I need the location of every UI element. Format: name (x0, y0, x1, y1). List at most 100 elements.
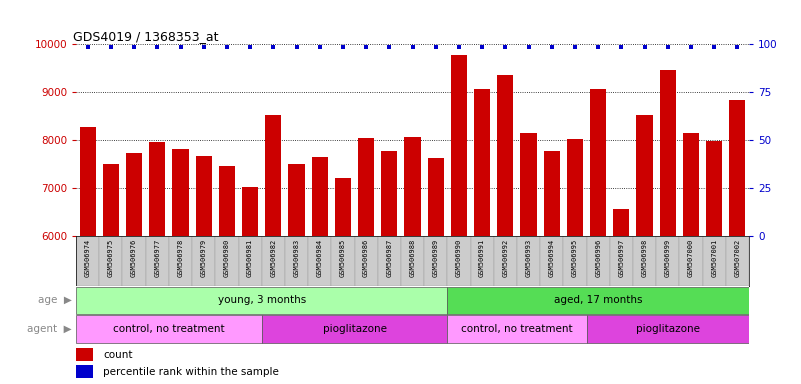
Text: GSM506991: GSM506991 (479, 239, 485, 277)
FancyBboxPatch shape (76, 286, 447, 314)
Bar (567, 139, 583, 384)
Text: control, no treatment: control, no treatment (461, 324, 573, 334)
Text: pioglitazone: pioglitazone (323, 324, 387, 334)
FancyBboxPatch shape (493, 236, 517, 286)
Point (499, 44, 512, 50)
FancyBboxPatch shape (262, 316, 447, 343)
Text: GSM506974: GSM506974 (85, 239, 91, 277)
Text: GSM507000: GSM507000 (688, 239, 694, 277)
Text: age  ▶: age ▶ (38, 295, 72, 306)
Bar (659, 70, 676, 384)
Text: GSM506978: GSM506978 (178, 239, 183, 277)
Text: GSM506984: GSM506984 (316, 239, 323, 277)
FancyBboxPatch shape (470, 236, 493, 286)
Point (127, 44, 140, 50)
FancyBboxPatch shape (239, 236, 262, 286)
FancyBboxPatch shape (447, 316, 586, 343)
Text: count: count (103, 349, 132, 359)
Point (81, 44, 94, 50)
FancyBboxPatch shape (563, 236, 586, 286)
Text: GSM506982: GSM506982 (270, 239, 276, 277)
Point (708, 44, 721, 50)
Text: pioglitazone: pioglitazone (636, 324, 700, 334)
Bar (219, 166, 235, 384)
Text: GSM506992: GSM506992 (502, 239, 509, 277)
Text: control, no treatment: control, no treatment (113, 324, 225, 334)
Point (453, 44, 465, 50)
Bar (76, 348, 93, 361)
Point (151, 44, 163, 50)
Point (406, 44, 419, 50)
Bar (265, 115, 281, 384)
Bar (590, 89, 606, 384)
FancyBboxPatch shape (215, 236, 239, 286)
FancyBboxPatch shape (76, 316, 262, 343)
Text: GSM506997: GSM506997 (618, 239, 624, 277)
FancyBboxPatch shape (355, 236, 378, 286)
Bar (706, 141, 723, 384)
FancyBboxPatch shape (726, 236, 749, 286)
Text: GSM506987: GSM506987 (386, 239, 392, 277)
Bar (172, 149, 188, 384)
FancyBboxPatch shape (285, 236, 308, 286)
FancyBboxPatch shape (517, 236, 540, 286)
Bar (637, 115, 653, 384)
Text: percentile rank within the sample: percentile rank within the sample (103, 367, 279, 377)
Point (545, 44, 558, 50)
Bar (312, 157, 328, 384)
Text: GSM506999: GSM506999 (665, 239, 670, 277)
FancyBboxPatch shape (586, 236, 610, 286)
FancyBboxPatch shape (169, 236, 192, 286)
Point (313, 44, 326, 50)
FancyBboxPatch shape (586, 316, 749, 343)
FancyBboxPatch shape (447, 286, 749, 314)
FancyBboxPatch shape (447, 236, 470, 286)
Text: GSM506981: GSM506981 (247, 239, 253, 277)
Bar (358, 138, 374, 384)
Bar (405, 137, 421, 384)
Bar (335, 178, 351, 384)
FancyBboxPatch shape (146, 236, 169, 286)
Bar (451, 55, 467, 384)
Point (174, 44, 187, 50)
FancyBboxPatch shape (99, 236, 123, 286)
Point (476, 44, 489, 50)
Text: GDS4019 / 1368353_at: GDS4019 / 1368353_at (73, 30, 218, 43)
Text: GSM506993: GSM506993 (525, 239, 532, 277)
Bar (521, 133, 537, 384)
Point (197, 44, 210, 50)
Text: GSM506975: GSM506975 (108, 239, 114, 277)
Text: GSM506994: GSM506994 (549, 239, 555, 277)
FancyBboxPatch shape (679, 236, 702, 286)
Bar (428, 158, 444, 384)
Bar (614, 209, 630, 384)
Point (662, 44, 674, 50)
Point (244, 44, 256, 50)
Bar (544, 151, 560, 384)
Point (592, 44, 605, 50)
Text: GSM506990: GSM506990 (456, 239, 462, 277)
Bar (474, 89, 490, 384)
Bar (79, 127, 96, 384)
Bar (682, 133, 699, 384)
Text: GSM506976: GSM506976 (131, 239, 137, 277)
Point (569, 44, 582, 50)
Bar (242, 187, 258, 384)
FancyBboxPatch shape (633, 236, 656, 286)
Bar (497, 75, 513, 384)
Text: GSM506985: GSM506985 (340, 239, 346, 277)
Text: GSM506980: GSM506980 (224, 239, 230, 277)
Point (429, 44, 442, 50)
Point (220, 44, 233, 50)
FancyBboxPatch shape (540, 236, 563, 286)
Text: GSM506998: GSM506998 (642, 239, 647, 277)
Point (615, 44, 628, 50)
Point (336, 44, 349, 50)
FancyBboxPatch shape (76, 236, 99, 286)
Text: GSM507002: GSM507002 (735, 239, 740, 277)
Text: GSM506986: GSM506986 (363, 239, 369, 277)
Bar (195, 156, 211, 384)
Text: GSM507001: GSM507001 (711, 239, 717, 277)
Bar (149, 142, 166, 384)
Text: young, 3 months: young, 3 months (218, 295, 306, 306)
